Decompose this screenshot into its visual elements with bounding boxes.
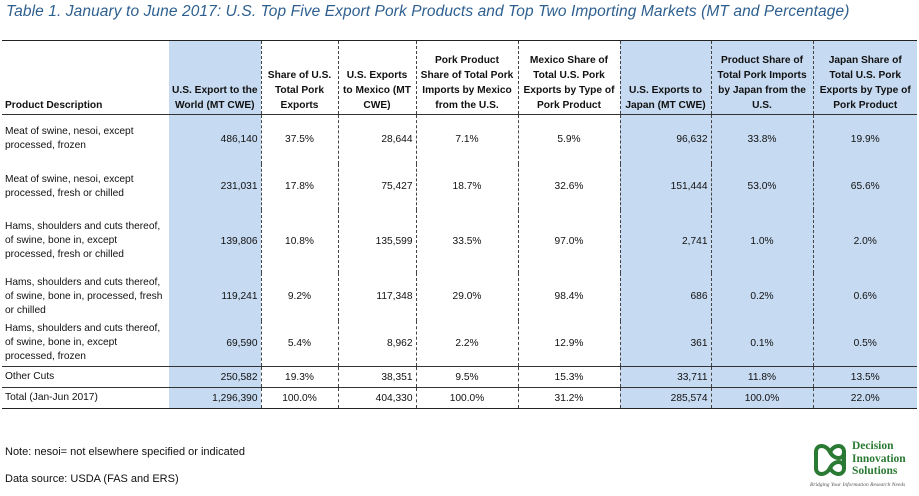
cell-share-us-exports: 10.8%: [261, 209, 339, 273]
cell-mexico-product-share: 9.5%: [416, 366, 519, 388]
cell-mexico-share: 97.0%: [518, 209, 621, 273]
cell-us-exports-mexico: 404,330: [338, 387, 417, 409]
cell-share-us-exports: 19.3%: [261, 366, 339, 388]
cell-japan-share: 13.5%: [813, 366, 917, 388]
cell-us-exports-mexico: 38,351: [338, 366, 417, 388]
cell-us-exports-japan: 285,574: [620, 387, 712, 409]
cell-japan-share: 0.6%: [813, 272, 917, 321]
table-row: Hams, shoulders and cuts thereof, of swi…: [2, 272, 917, 321]
cell-mexico-share: 15.3%: [518, 366, 621, 388]
cell-mexico-share: 12.9%: [518, 320, 621, 367]
table-row: Meat of swine, nesoi, except processed, …: [2, 114, 917, 164]
cell-mexico-share: 98.4%: [518, 272, 621, 321]
cell-product-description: Hams, shoulders and cuts thereof, of swi…: [5, 221, 161, 260]
header-share-us-exports: Share of U.S. Total Pork Exports: [261, 40, 339, 115]
cell-us-exports-japan: 686: [620, 272, 712, 321]
table-row: Meat of swine, nesoi, except processed, …: [2, 163, 917, 210]
cell-mexico-product-share: 2.2%: [416, 320, 519, 367]
cell-mexico-product-share: 100.0%: [416, 387, 519, 409]
cell-mexico-product-share: 33.5%: [416, 209, 519, 273]
header-row: Product Description U.S. Export to the W…: [2, 40, 917, 115]
cell-product-description: Hams, shoulders and cuts thereof, of swi…: [5, 323, 161, 363]
cell-japan-share: 0.5%: [813, 320, 917, 367]
cell-japan-product-share: 53.0%: [711, 163, 814, 210]
header-us-exports-mexico: U.S. Exports to Mexico (MT CWE): [338, 40, 417, 115]
cell-mexico-product-share: 7.1%: [416, 114, 519, 164]
cell-japan-product-share: 0.2%: [711, 272, 814, 321]
cell-japan-product-share: 0.1%: [711, 320, 814, 367]
knot-logo-icon: [814, 444, 847, 476]
cell-japan-share: 2.0%: [813, 209, 917, 273]
cell-share-us-exports: 17.8%: [261, 163, 339, 210]
cell-us-exports-japan: 361: [620, 320, 712, 367]
cell-mexico-share: 5.9%: [518, 114, 621, 164]
table-row: Hams, shoulders and cuts thereof, of swi…: [2, 209, 917, 273]
cell-us-exports-mexico: 135,599: [338, 209, 417, 273]
footnote: Note: nesoi= not elsewhere specified or …: [5, 446, 246, 458]
cell-japan-share: 19.9%: [813, 114, 917, 164]
logo-wordmark: Decision Innovation Solutions: [852, 440, 906, 477]
cell-japan-product-share: 1.0%: [711, 209, 814, 273]
company-logo: Decision Innovation Solutions Bridging Y…: [810, 440, 918, 494]
cell-us-export-world: 119,241: [169, 272, 262, 321]
cell-us-exports-japan: 151,444: [620, 163, 712, 210]
header-japan-share: Japan Share of Total U.S. Pork Exports b…: [813, 40, 917, 115]
cell-us-exports-japan: 33,711: [620, 366, 712, 388]
cell-us-export-world: 486,140: [169, 114, 262, 164]
header-japan-product-share: Product Share of Total Pork Imports by J…: [711, 40, 814, 115]
cell-us-export-world: 231,031: [169, 163, 262, 210]
total-row: Total (Jan-Jun 2017) 1,296,390 100.0% 404,3…: [2, 387, 917, 409]
cell-mexico-product-share: 18.7%: [416, 163, 519, 210]
cell-share-us-exports: 5.4%: [261, 320, 339, 367]
cell-us-exports-mexico: 117,348: [338, 272, 417, 321]
data-source: Data source: USDA (FAS and ERS): [5, 473, 179, 485]
cell-product-description: Meat of swine, nesoi, except processed, …: [5, 126, 134, 152]
cell-mexico-product-share: 29.0%: [416, 272, 519, 321]
header-mexico-product-share: Pork Product Share of Total Pork Imports…: [416, 40, 519, 115]
header-us-export-world: U.S. Export to the World (MT CWE): [169, 40, 262, 115]
cell-product-description: Other Cuts: [2, 366, 169, 388]
cell-share-us-exports: 100.0%: [261, 387, 339, 409]
cell-us-export-world: 250,582: [169, 366, 262, 388]
cell-us-export-world: 139,806: [169, 209, 262, 273]
header-mexico-share: Mexico Share of Total U.S. Pork Exports …: [518, 40, 621, 115]
cell-japan-share: 65.6%: [813, 163, 917, 210]
other-cuts-row: Other Cuts 250,582 19.3% 38,351 9.5% 15.3% 33,…: [2, 366, 917, 388]
cell-japan-product-share: 33.8%: [711, 114, 814, 164]
cell-japan-product-share: 11.8%: [711, 366, 814, 388]
cell-share-us-exports: 9.2%: [261, 272, 339, 321]
cell-us-exports-japan: 96,632: [620, 114, 712, 164]
cell-share-us-exports: 37.5%: [261, 114, 339, 164]
cell-mexico-share: 31.2%: [518, 387, 621, 409]
cell-mexico-share: 32.6%: [518, 163, 621, 210]
header-product-description: Product Description: [2, 40, 169, 115]
table-title: Table 1. January to June 2017: U.S. Top …: [6, 3, 850, 20]
cell-product-description: Total (Jan-Jun 2017): [2, 387, 169, 409]
logo-tagline: Bridging Your Information Research Needs: [810, 482, 906, 488]
cell-japan-share: 22.0%: [813, 387, 917, 409]
cell-us-exports-mexico: 28,644: [338, 114, 417, 164]
cell-product-description: Meat of swine, nesoi, except processed, …: [5, 173, 134, 199]
cell-product-description: Hams, shoulders and cuts thereof, of swi…: [5, 276, 163, 316]
cell-us-export-world: 69,590: [169, 320, 262, 367]
header-us-exports-japan: U.S. Exports to Japan (MT CWE): [620, 40, 712, 115]
cell-japan-product-share: 100.0%: [711, 387, 814, 409]
cell-us-exports-mexico: 8,962: [338, 320, 417, 367]
cell-us-exports-japan: 2,741: [620, 209, 712, 273]
cell-us-exports-mexico: 75,427: [338, 163, 417, 210]
cell-us-export-world: 1,296,390: [169, 387, 262, 409]
pork-exports-table: Product Description U.S. Export to the W…: [2, 40, 917, 409]
table-row: Hams, shoulders and cuts thereof, of swi…: [2, 320, 917, 367]
